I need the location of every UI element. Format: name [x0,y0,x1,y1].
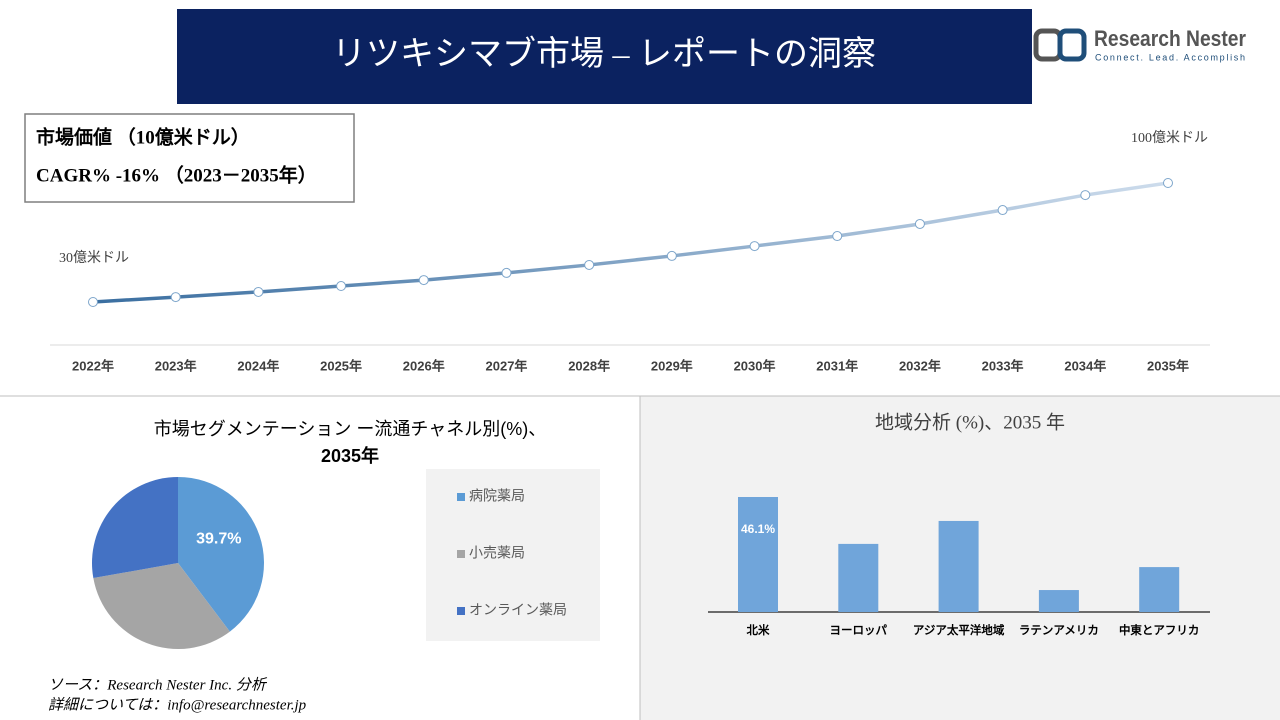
title-band [177,9,1032,104]
point [914,218,925,229]
x-tick-label: 2032年 [899,358,941,373]
title: リツキシマブ市場 – レポートの洞察 [332,35,876,73]
x-tick-label: 2024年 [237,358,279,373]
bar [1139,567,1180,612]
point [336,281,347,292]
annotation: 100億米ドル [1131,130,1208,146]
chart-title: 2035年 [321,445,379,466]
x-tick-label: 2034年 [1064,358,1106,373]
legend-box [426,469,600,641]
bar [838,543,879,612]
contact-text: 詳細については：info@researchnester.jp [48,696,307,713]
x-tick-label: ヨーロッパ [830,624,888,637]
x-tick-label: 2030年 [734,358,776,373]
source-text: ソース：Research Nester Inc. 分析 [48,676,268,693]
x-tick-label: 中東とアフリカ [1119,623,1200,637]
data-label: 46.1% [741,522,775,536]
legend-label: 小売薬局 [469,545,525,561]
logo-name: Research Nester [1094,26,1246,51]
pie-slice [93,563,230,650]
point [749,241,760,252]
x-tick-label: 2035年 [1147,358,1189,373]
bar [938,520,979,612]
x-tick-label: 2031年 [816,358,858,373]
point [170,292,181,303]
x-tick-label: 2029年 [651,358,693,373]
logo: Research Nester Connect. Lead. Accomplis… [1033,26,1246,62]
point [418,275,429,286]
logo-tagline: Connect. Lead. Accomplish [1095,52,1245,62]
point [1163,178,1173,188]
chart-title: 地域分析 (%)、2035 年 [875,411,1065,433]
annotation: 30億米ドル [59,250,129,266]
logo-icon [1033,28,1063,62]
chart-title: 市場セグメンテーション ー流通チャネル別(%)、 [154,419,546,439]
info-text: 市場価値 （10億米ドル） [36,125,250,148]
point [1080,190,1091,201]
x-tick-label: 2025年 [320,358,362,373]
x-tick-label: 2022年 [72,358,114,373]
data-label: 39.7% [196,531,241,548]
x-tick-label: 2033年 [982,358,1024,373]
x-tick-label: 2026年 [403,358,445,373]
logo-icon [1057,28,1087,62]
point [501,267,512,278]
legend-label: オンライン薬局 [469,602,567,618]
point [666,250,677,261]
info-box [24,113,355,203]
point [832,231,843,242]
x-tick-label: 北米 [747,623,770,637]
x-tick-label: 2027年 [486,358,528,373]
x-tick-label: アジア太平洋地域 [913,623,1005,637]
info-text: CAGR% -16% （2023－2035年） [36,163,317,186]
x-tick-label: 2023年 [155,358,197,373]
point [253,286,264,297]
bar [1038,590,1079,612]
x-tick-label: 2028年 [568,358,610,373]
x-tick-label: ラテンアメリカ [1019,624,1099,637]
pie-slice [178,477,265,632]
point [88,297,98,307]
point [997,205,1008,216]
pie-slice [92,477,178,579]
legend-label: 病院薬局 [469,488,525,504]
legend-swatch [457,493,465,501]
legend-swatch [457,607,465,615]
point [584,259,595,270]
legend-swatch [457,550,465,558]
bar [738,497,778,612]
line [92,181,1169,304]
